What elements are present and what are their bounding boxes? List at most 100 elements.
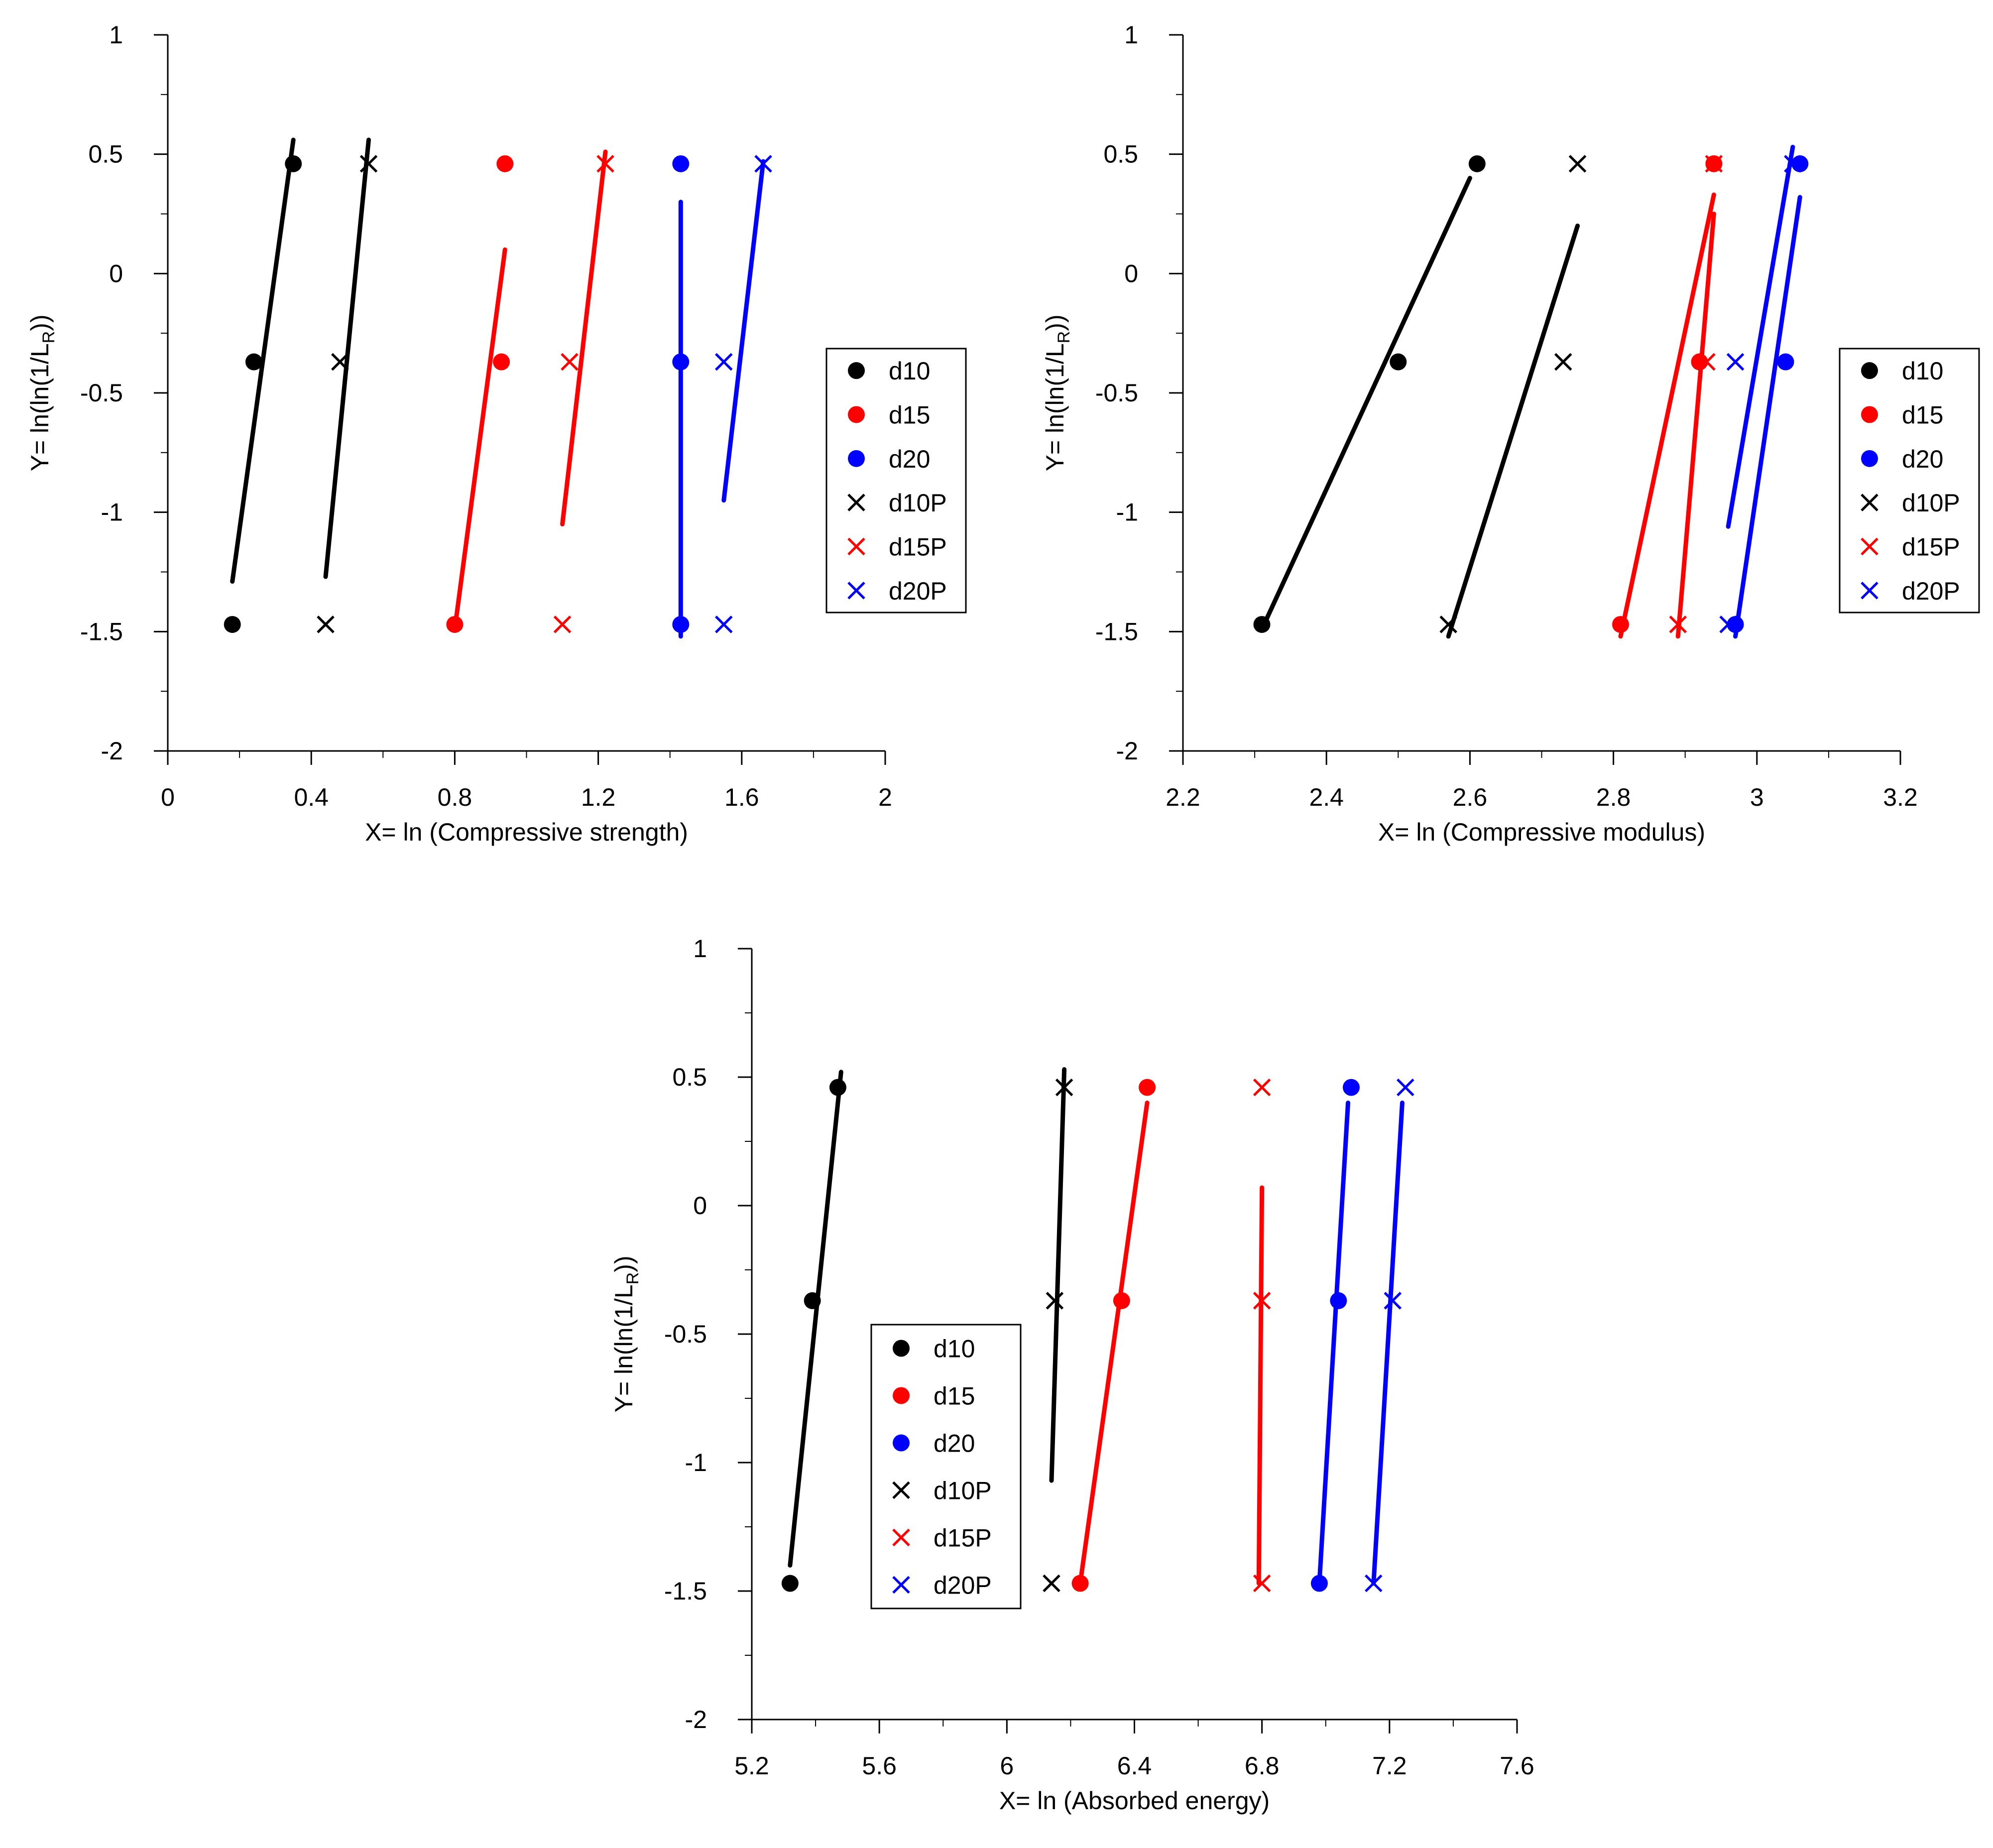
point-d10P (359, 155, 378, 173)
point-d20P (1365, 1574, 1383, 1593)
x-marker-stroke (847, 493, 865, 511)
x-axis-title: X= ln (Compressive modulus) (1378, 818, 1705, 846)
point-d15P (561, 353, 579, 371)
x-tick-label: 7.6 (1500, 1752, 1534, 1780)
x-marker-stroke (754, 155, 772, 173)
point-d10 (804, 1292, 821, 1309)
chart-compressive-modulus: 2.2 2.4 2.6 2.8 3 3.2 -2 -1.5 -1 -0.5 0 0.5 1 X= ln (… (1041, 21, 1980, 846)
y-tick-label: -0.5 (80, 379, 123, 407)
x-marker-stroke (1253, 1292, 1271, 1310)
x-marker-stroke (1043, 1574, 1060, 1593)
point-d10 (1468, 155, 1486, 172)
x-marker-stroke (1397, 1078, 1414, 1097)
x-tick-label: 6.8 (1245, 1752, 1280, 1780)
x-tick-label: 0.4 (294, 783, 329, 811)
x-marker-stroke (1861, 582, 1878, 600)
x-marker-stroke (847, 537, 865, 556)
point-d20P (754, 155, 772, 173)
legend-box (870, 1324, 1022, 1609)
y-tick-label: 1 (109, 21, 123, 49)
y-axis-title-subscript: R (623, 1272, 642, 1285)
x-marker-stroke (1719, 616, 1737, 633)
point-d10 (1390, 353, 1407, 370)
x-tick-label: 6 (1000, 1752, 1014, 1780)
legend-marker-d10P (847, 493, 865, 511)
point-d15 (1113, 1292, 1130, 1309)
x-marker-stroke (1861, 537, 1878, 556)
fit-line-d20P (1726, 144, 1795, 529)
legend-label-d20: d20 (1902, 445, 1943, 473)
point-d20 (672, 353, 690, 370)
fit-line-d10 (1260, 176, 1472, 632)
point-d20 (1330, 1292, 1347, 1309)
y-axis-title-end: )) (1041, 315, 1069, 331)
legend-label-d15P: d15P (1902, 533, 1960, 561)
legend-marker-d15P (892, 1528, 910, 1547)
x-tick-label: 0.8 (438, 783, 472, 811)
x-axis-title: X= ln (Compressive strength) (365, 818, 688, 846)
x-tick-label: 1.2 (581, 783, 616, 811)
x-marker-stroke (317, 616, 335, 633)
y-axis-title-end: )) (26, 315, 54, 331)
fit-line-d15P (1675, 212, 1716, 639)
x-tick-label: 1.6 (724, 783, 759, 811)
point-d10P (1055, 1078, 1073, 1097)
point-d10P (1554, 353, 1572, 371)
legend-marker-d15P (847, 537, 865, 556)
point-d20P (1384, 1292, 1402, 1310)
y-tick-label: 0 (1124, 259, 1138, 287)
legend-box (1839, 348, 1980, 614)
legend-marker-d20 (893, 1434, 910, 1452)
x-marker-stroke (1439, 616, 1457, 633)
fit-line-d20 (1317, 1101, 1351, 1586)
legend-label-d10P: d10P (1902, 489, 1960, 517)
point-d20P (1719, 616, 1737, 633)
legend-label-d20P: d20P (1902, 577, 1960, 605)
x-tick-label: 2.8 (1596, 783, 1631, 811)
point-d20P (1726, 353, 1745, 371)
point-d20P (1784, 155, 1802, 173)
x-tick-label: 3 (1750, 783, 1764, 811)
y-axis-title: Y= ln(ln(1/LR)) (1041, 315, 1073, 472)
point-d20 (672, 616, 690, 633)
legend-label-d20P: d20P (889, 577, 947, 605)
point-d15P (553, 616, 572, 633)
point-d15P (1253, 1078, 1271, 1097)
x-tick-label: 2.2 (1166, 783, 1200, 811)
x-marker-stroke (1554, 353, 1572, 371)
legend-marker-d10P (1861, 493, 1878, 511)
x-tick-label: 2.6 (1453, 783, 1488, 811)
point-d10P (331, 353, 349, 371)
point-d10 (285, 155, 302, 172)
legend-label-d10P: d10P (889, 489, 947, 517)
point-d10 (781, 1575, 799, 1592)
point-d15P (1669, 616, 1687, 633)
x-marker-stroke (1253, 1574, 1271, 1593)
fit-line-d10P (1446, 223, 1580, 639)
point-d20P (715, 353, 733, 371)
x-tick-label: 6.4 (1117, 1752, 1152, 1780)
point-d15 (493, 353, 510, 370)
legend: d10 d15 d20 d10P d15P d20P (870, 1324, 1022, 1609)
legend-marker-d15 (848, 406, 865, 423)
point-d15 (446, 616, 464, 633)
point-d20 (1310, 1575, 1328, 1592)
legend-marker-d20 (848, 450, 865, 467)
fit-line-d15P (1256, 1185, 1265, 1586)
x-marker-stroke (1046, 1292, 1064, 1310)
legend: d10 d15 d20 d10P d15P d20P (825, 348, 967, 614)
x-marker-stroke (892, 1528, 910, 1547)
y-tick-label: -1.5 (1095, 617, 1138, 645)
legend-label-d15: d15 (1902, 401, 1943, 429)
x-marker-stroke (1861, 493, 1878, 511)
x-axis-title: X= ln (Absorbed energy) (999, 1787, 1270, 1815)
y-tick-label: 0.5 (672, 1063, 707, 1091)
y-axis-title-main: Y= ln(ln(1/L (610, 1284, 638, 1412)
point-d10P (1046, 1292, 1064, 1310)
x-marker-stroke (715, 616, 733, 633)
x-marker-stroke (596, 155, 614, 173)
legend-marker-d20 (1861, 450, 1878, 467)
legend-label-d15P: d15P (889, 533, 947, 561)
